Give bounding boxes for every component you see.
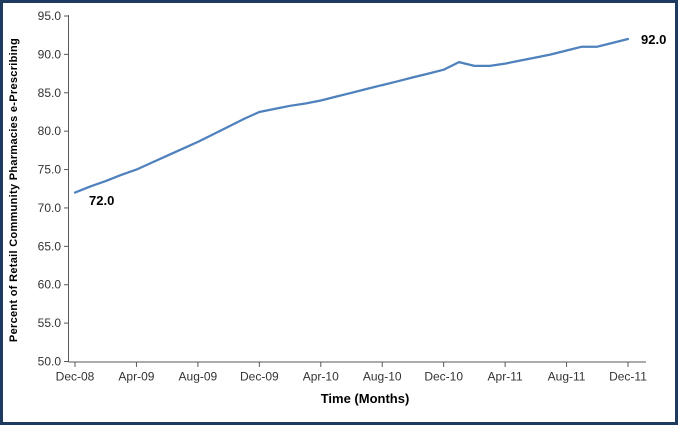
x-tick-label: Apr-11: [488, 370, 523, 384]
x-tick-label: Aug-11: [548, 370, 586, 384]
series-line: [73, 37, 630, 194]
y-tick-label: 75.0: [38, 163, 62, 177]
x-tick-label: Apr-09: [118, 370, 154, 384]
y-tick-label: 55.0: [38, 316, 62, 330]
y-tick-label: 80.0: [38, 124, 62, 138]
series-group: [73, 37, 630, 194]
x-tick-label: Dec-11: [609, 370, 647, 384]
y-tick-label: 70.0: [38, 201, 62, 215]
line-chart: 95.0 90.0 85.0 80.0 75.0 70.0 65.0 60.0 55.0 50.0…: [8, 9, 666, 406]
y-tick-label: 60.0: [38, 278, 62, 292]
y-axis-title: Percent of Retail Community Pharmacies e…: [8, 38, 20, 342]
x-tick-label: Dec-10: [424, 370, 463, 384]
first-point-data-label: 72.0: [89, 193, 114, 208]
y-tick-label: 85.0: [38, 86, 62, 100]
y-tick-label: 90.0: [38, 47, 62, 61]
y-tick-label: 95.0: [38, 9, 62, 23]
y-tick-label: 65.0: [38, 239, 62, 253]
data-labels-group: 72.0 92.0: [89, 32, 666, 208]
axes: 95.0 90.0 85.0 80.0 75.0 70.0 65.0 60.0 55.0 50.0…: [38, 9, 648, 384]
x-tick-label: Aug-09: [179, 370, 218, 384]
x-tick-label: Aug-10: [363, 370, 402, 384]
x-tick-label: Dec-08: [56, 370, 95, 384]
last-point-data-label: 92.0: [641, 32, 666, 47]
x-tick-label: Dec-09: [240, 370, 279, 384]
x-tick-label: Apr-10: [303, 370, 339, 384]
y-tick-label: 50.0: [38, 355, 62, 369]
x-axis-title: Time (Months): [321, 391, 410, 406]
